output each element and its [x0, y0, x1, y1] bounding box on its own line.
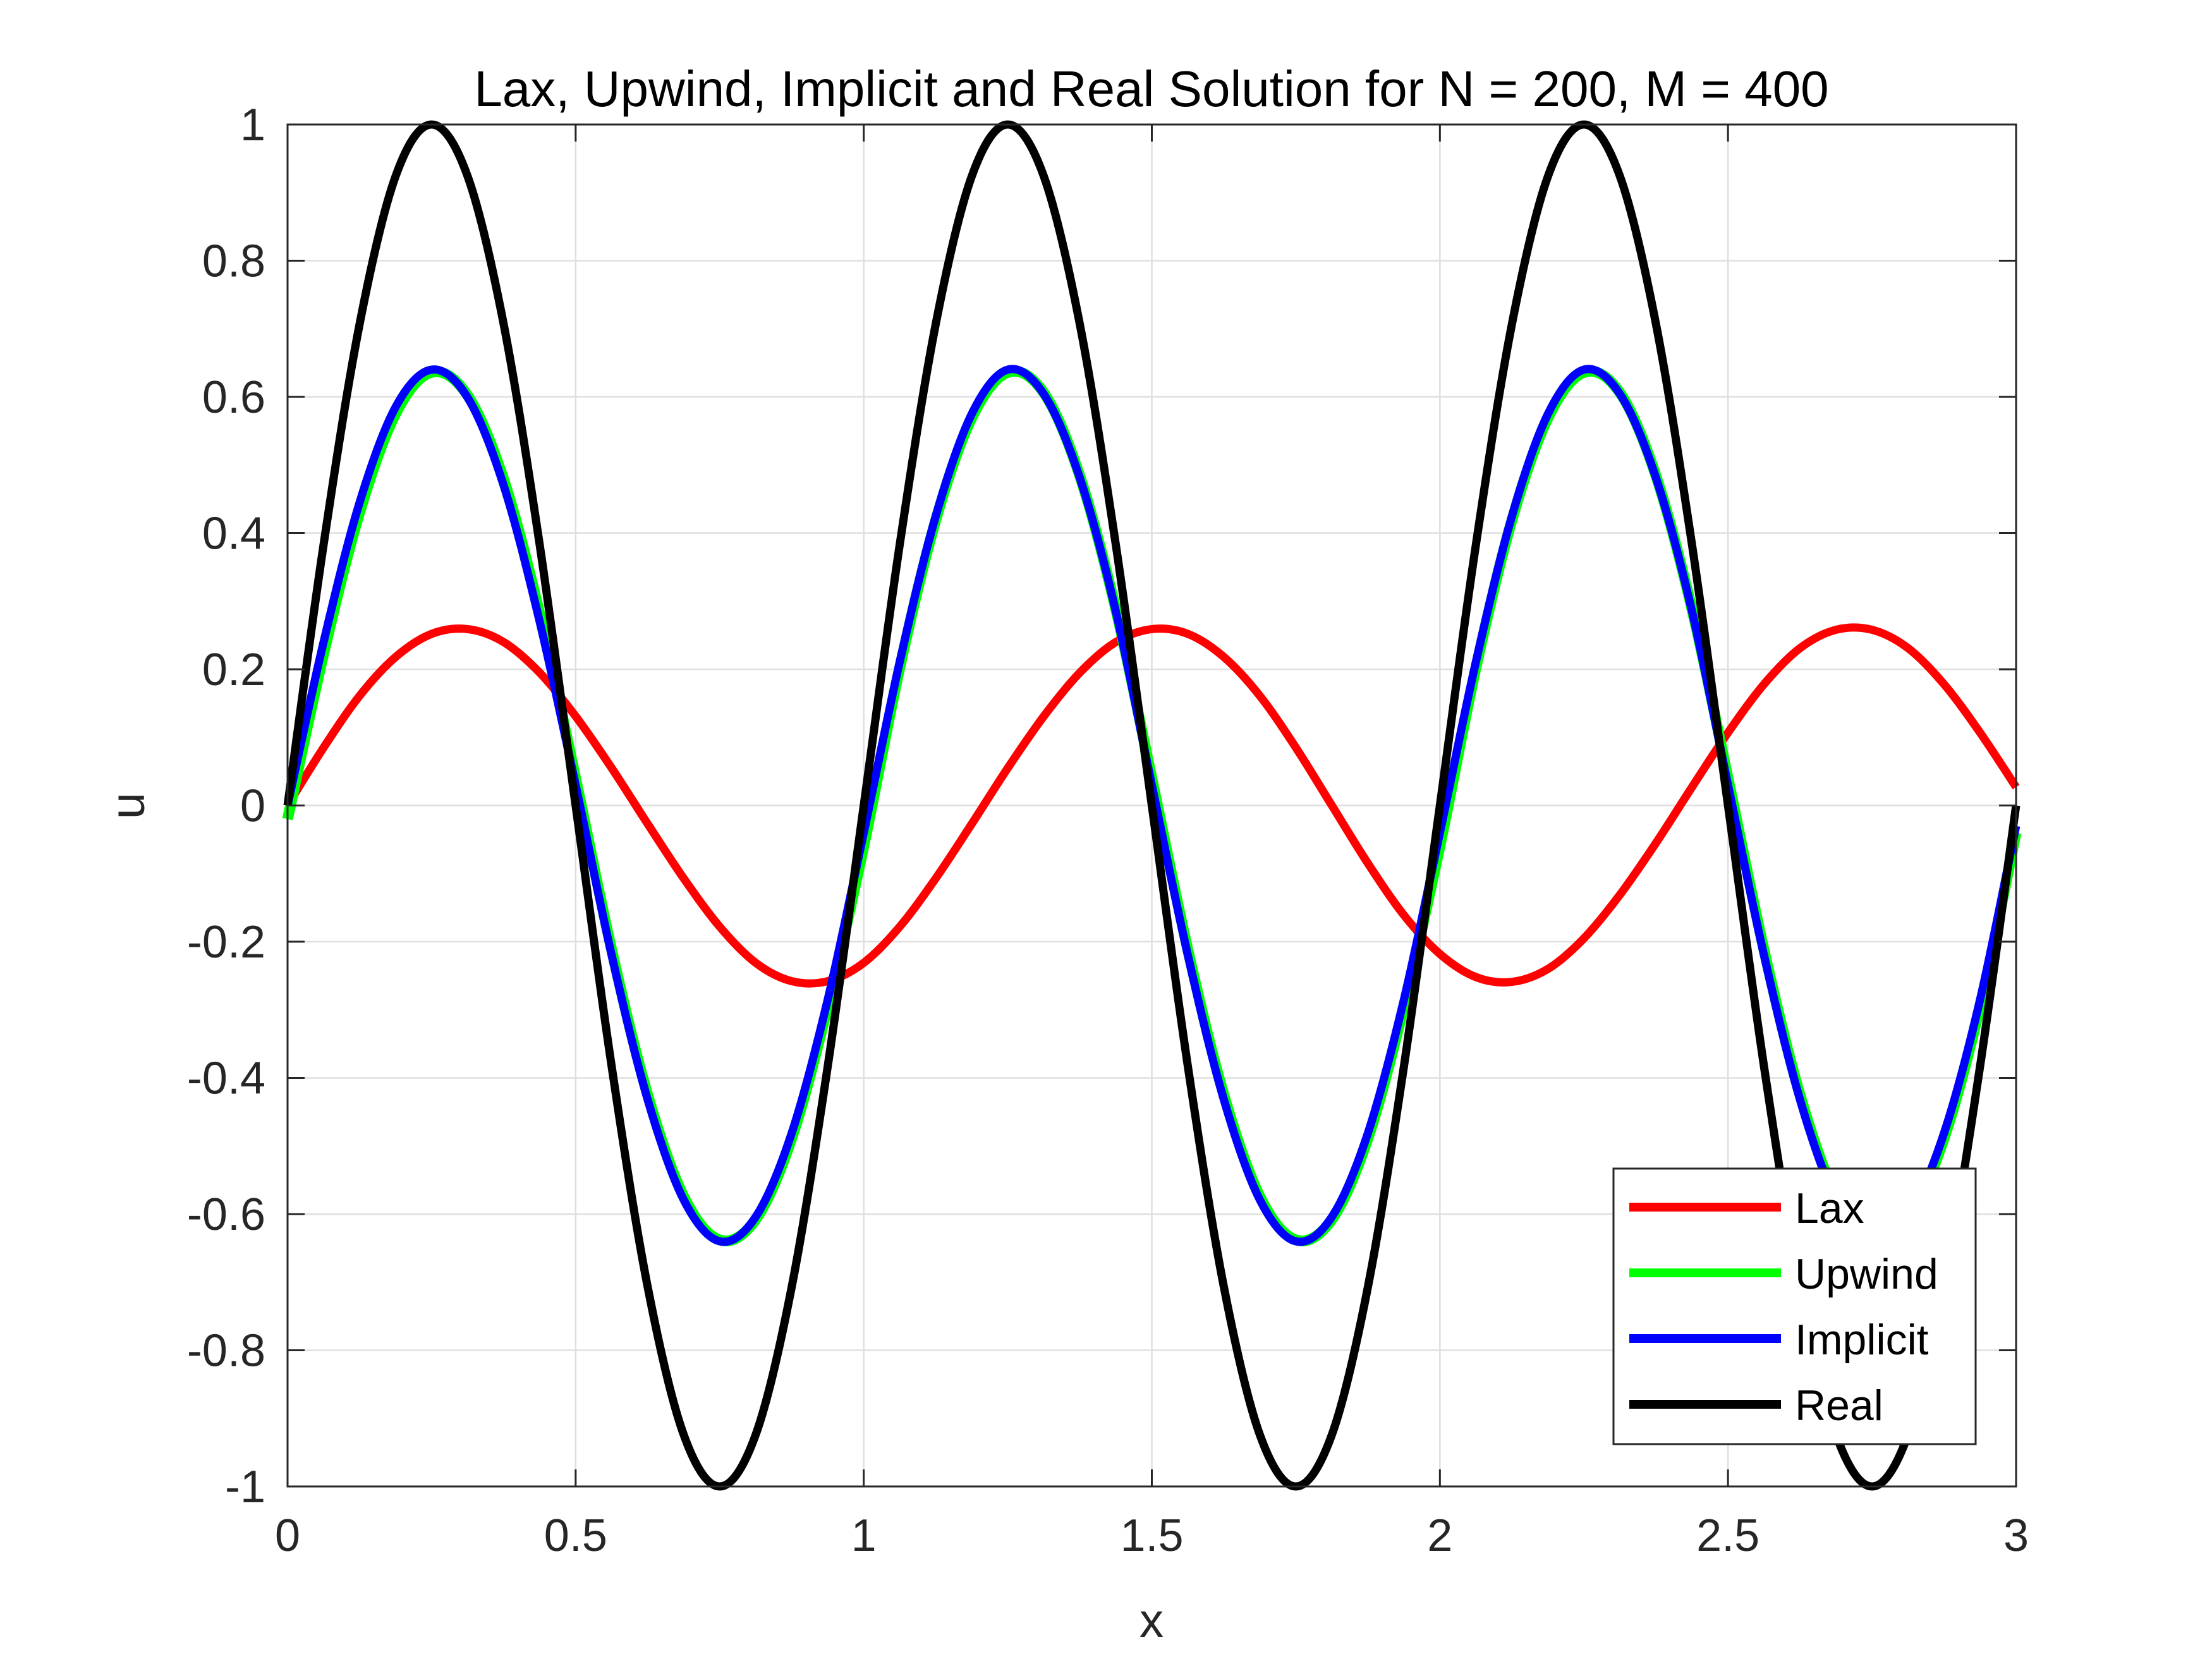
ticks	[286, 123, 2017, 1488]
legend-box	[1612, 1167, 1977, 1445]
legend-label-implicit: Implicit	[1795, 1316, 1929, 1364]
x-tick-label: 1	[851, 1510, 877, 1561]
y-tick-label: -0.4	[187, 1054, 265, 1104]
y-tick-label: -0.6	[187, 1189, 265, 1240]
legend-label-real: Real	[1795, 1382, 1883, 1430]
x-tick-label: 2	[1427, 1510, 1452, 1561]
x-axis-label: x	[1139, 1594, 1164, 1648]
legend-label-lax: Lax	[1795, 1184, 1864, 1232]
y-tick-labels: -1 -0.8 -0.6 -0.4 -0.2 0 0.2 0.4 0.6 0.8 1	[187, 100, 265, 1512]
x-tick-labels: 0 0.5 1 1.5 2 2.5 3	[275, 1510, 2029, 1561]
y-tick-label: -1	[225, 1462, 265, 1512]
x-tick-label: 3	[2003, 1510, 2029, 1561]
y-tick-label: 0.2	[202, 645, 265, 695]
y-tick-label: 0.6	[202, 372, 265, 423]
legend: Lax Upwind Implicit Real	[1612, 1167, 1977, 1445]
y-tick-label: -0.8	[187, 1326, 265, 1376]
series-line-lax	[284, 623, 2020, 988]
x-tick-label: 0.5	[544, 1510, 607, 1561]
chart-title: Lax, Upwind, Implicit and Real Solution …	[474, 61, 1828, 117]
series-line-real	[283, 120, 2021, 1491]
legend-label-upwind: Upwind	[1795, 1250, 1938, 1298]
y-tick-label: 0	[240, 781, 265, 832]
y-tick-label: 0.4	[202, 509, 265, 559]
series-group	[282, 120, 2022, 1491]
y-axis-label: u	[101, 793, 155, 819]
y-tick-label: -0.2	[187, 917, 265, 968]
x-tick-label: 2.5	[1696, 1510, 1759, 1561]
x-tick-label: 1.5	[1120, 1510, 1183, 1561]
x-tick-label: 0	[275, 1510, 300, 1561]
y-tick-label: 1	[240, 100, 265, 150]
y-tick-label: 0.8	[202, 236, 265, 287]
